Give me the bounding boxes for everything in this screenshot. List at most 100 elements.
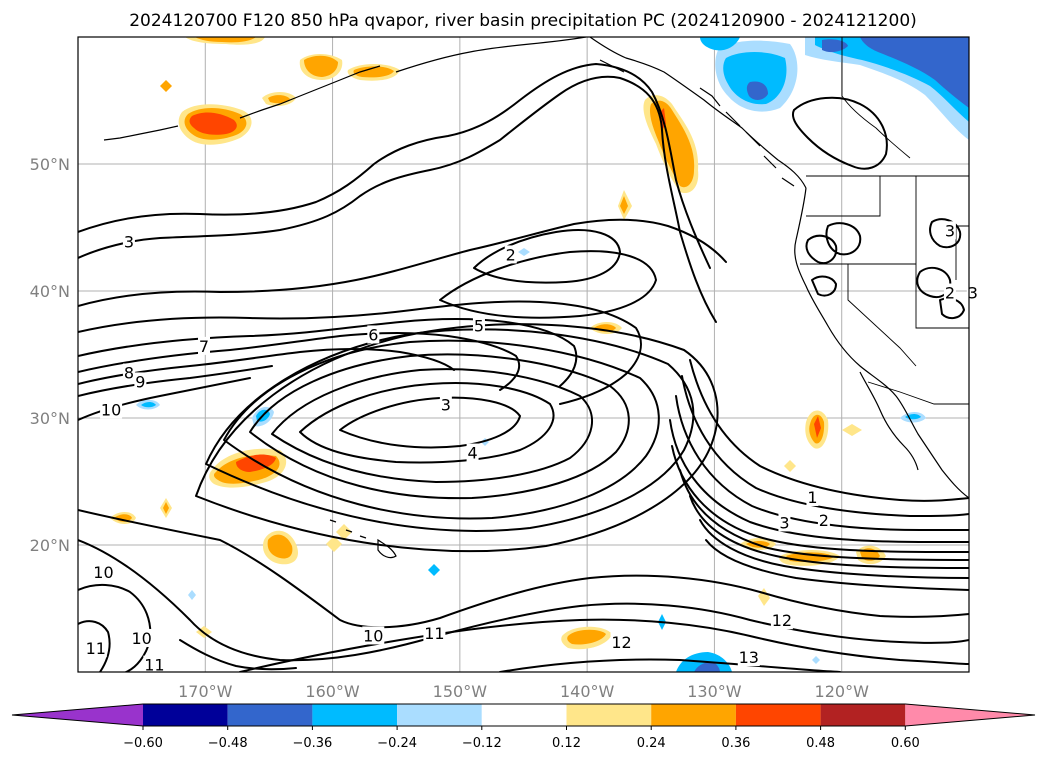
colorbar-bin [143,704,228,726]
contour-label: 2 [945,284,955,303]
fill-pos-west-3 [236,454,276,472]
border-id [915,176,969,329]
contour-label-bg [778,513,791,532]
colorbar-tick-label: 0.60 [891,736,920,751]
contour-9-core [195,323,719,553]
colorbar-tick-label: −0.48 [208,736,248,751]
contour-4-core [299,381,555,464]
contour-label-bg [472,316,485,335]
contour-label-bg [122,232,135,251]
fill-neg-4 [428,564,440,576]
contour-4-right [669,419,969,543]
fill-neg-bottom-core [694,662,720,672]
contour-7-right [689,495,969,569]
x-tick-label: 170°W [178,682,233,701]
contour-label-bg [504,245,517,264]
contour-3-north [78,75,717,323]
contour-label: 11 [86,639,106,658]
contour-1-right [689,359,969,502]
contour-9-right [705,539,969,591]
contour-10-band [78,509,969,629]
fill-neg-bc-coast-inner [723,52,787,105]
contour-label: 5 [474,317,484,336]
contour-7-core [223,339,660,520]
contour-3-oval [439,250,657,319]
x-tick-label: 120°W [815,682,870,701]
colorbar-bin [312,704,398,726]
fill-neg-top-right-3 [860,37,969,108]
fill-neg-bc-core [746,81,768,100]
contour-label: 2 [819,511,829,530]
contour-label: 3 [124,233,134,252]
colorbar-bin [481,704,567,726]
coast-alaska [589,37,807,189]
colorbar-tick-label: −0.12 [462,736,502,751]
x-tick-label: 130°W [687,682,742,701]
precip-fills [110,37,969,672]
axis-labels: 170°W 160°W 150°W 140°W 130°W 120°W 20°N 30°N 40… [30,155,869,701]
contour-label: 10 [101,400,121,419]
chart-title: 2024120700 F120 850 hPa qvapor, river ba… [129,11,917,31]
colorbar-tick-label: 0.12 [552,736,581,751]
contour-13 [499,658,841,672]
fill-pos-ca-3 [814,416,821,438]
contour-8 [78,348,455,385]
contour-label-bg [943,283,956,302]
contour-label-bg [130,628,153,647]
colorbar-tick-label: −0.36 [292,736,332,751]
contour-label: 3 [779,513,789,532]
contour-label-bg [817,510,830,529]
borders [800,37,969,405]
coast-na-west [794,187,969,499]
colorbar-bin [651,704,736,726]
contour-label-bg [92,562,115,581]
border-ca-nv [847,264,917,367]
contour-right-cells [805,218,962,298]
contour-label-bg [610,632,633,651]
contour-5-core [271,368,594,483]
contour-label-bg [806,488,819,507]
contour-label-bg [134,372,147,391]
map-border [77,36,970,673]
colorbar-bin [735,704,821,726]
contour-label: 12 [772,611,792,630]
colorbar-tick-label: 0.48 [806,736,835,751]
contour-9 [78,365,273,397]
contour-11-band [78,539,969,662]
border-ut [955,225,969,280]
colorbar-bin [397,704,482,726]
contour-4 [78,218,727,307]
contour-bc-loops [792,96,888,170]
contour-6 [78,318,578,387]
x-tick-label: 150°W [433,682,488,701]
contour-3-right [675,395,969,531]
contour-label: 12 [611,633,631,652]
contour-label-bg [423,623,446,642]
colorbar-bin [566,704,652,726]
contour-label: 8 [124,364,134,383]
contour-label-bg [943,221,956,240]
contour-label-bg [122,363,135,382]
contour-10-west [78,584,152,672]
contour-5-right [671,445,969,553]
fill-pos-aleutian-3 [189,112,237,135]
fill-pos-top-4b [268,95,290,104]
fill-pos-top-3b [353,66,394,78]
colorbar-extend-max [905,704,1035,726]
fill-pos-s7 [326,536,342,552]
coast-bc-islands [599,59,795,187]
fill-pos-hawaii-2 [267,534,293,559]
contours [78,63,969,672]
colorbar-tick-label: −0.60 [123,736,163,751]
contour-label: 2 [506,245,516,264]
contour-label-bg [737,648,760,667]
contour-label: 10 [131,629,151,648]
fill-pos-s6b [163,502,169,514]
fill-neg-2b [141,402,156,408]
coastlines [103,37,969,559]
coast-alaska-peninsula [395,37,587,73]
coast-baja [859,371,919,471]
fill-pos-top-2b [195,37,256,43]
